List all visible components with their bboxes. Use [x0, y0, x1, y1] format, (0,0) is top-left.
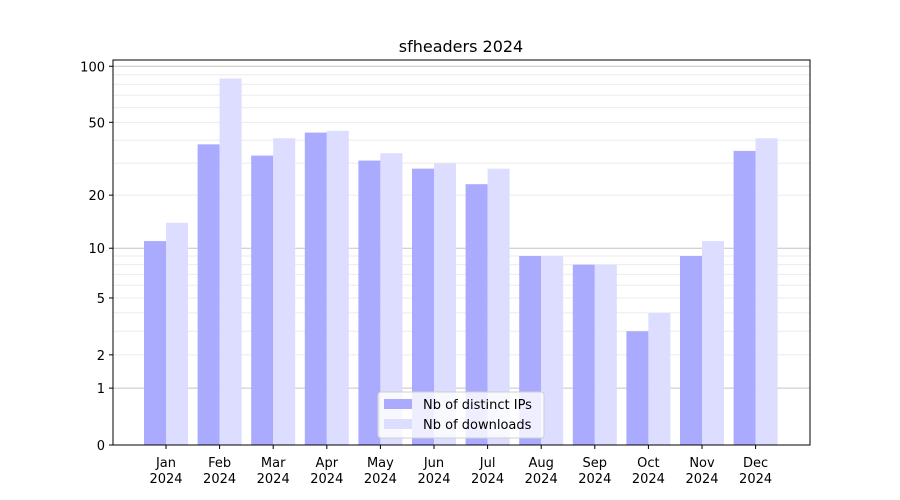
bar-ips [251, 155, 274, 445]
bar-ips [572, 264, 595, 445]
bar-downloads [273, 138, 296, 445]
x-tick-label: May 2024 [364, 456, 397, 487]
legend-swatch [384, 399, 412, 409]
x-tick-label: Apr 2024 [310, 456, 343, 487]
chart-title: sfheaders 2024 [399, 37, 523, 56]
plot-frame [112, 59, 811, 446]
bar-downloads [541, 256, 564, 445]
bar-ips [358, 160, 381, 445]
bar-downloads [326, 130, 349, 446]
bar-ips [626, 331, 649, 445]
y-tick-label: 5 [97, 292, 105, 307]
legend-label: Nb of distinct IPs [423, 398, 532, 413]
y-tick-label: 100 [80, 60, 105, 75]
y-tick-label: 10 [88, 242, 105, 257]
bar-ips [465, 184, 488, 445]
bar-ips [733, 150, 756, 446]
bar-ips [144, 241, 166, 445]
bar-ips [412, 168, 434, 445]
bar-ips [304, 132, 327, 445]
bar-downloads [380, 153, 403, 445]
bar-downloads [166, 222, 188, 445]
bar-downloads [487, 168, 510, 445]
x-tick-label: Dec 2024 [739, 456, 772, 487]
y-tick-label: 0 [97, 439, 105, 454]
bar-ips [680, 256, 702, 445]
x-tick-label: Sep 2024 [578, 456, 611, 487]
x-tick-label: Jun 2024 [417, 456, 450, 487]
x-tick-label: Mar 2024 [257, 456, 290, 487]
bar-downloads [219, 78, 242, 446]
x-tick-label: Feb 2024 [203, 456, 236, 487]
x-tick-label: Jul 2024 [471, 456, 504, 487]
x-tick-label: Aug 2024 [525, 456, 558, 487]
bar-downloads [648, 312, 671, 445]
y-tick-label: 2 [97, 349, 105, 364]
legend: Nb of distinct IPs Nb of downloads [377, 391, 545, 439]
legend-swatch [384, 419, 412, 429]
bar-downloads [702, 241, 724, 445]
y-tick-label: 50 [88, 116, 105, 131]
bar-downloads [594, 264, 617, 445]
bar-downloads [755, 138, 778, 445]
bar-downloads [434, 163, 456, 445]
x-tick-label: Oct 2024 [632, 456, 665, 487]
legend-label: Nb of downloads [423, 418, 532, 433]
x-tick-label: Nov 2024 [685, 456, 718, 487]
y-tick-label: 20 [88, 189, 105, 204]
bar-ips [197, 144, 220, 446]
y-tick-label: 1 [97, 382, 105, 397]
x-tick-label: Jan 2024 [149, 456, 182, 487]
